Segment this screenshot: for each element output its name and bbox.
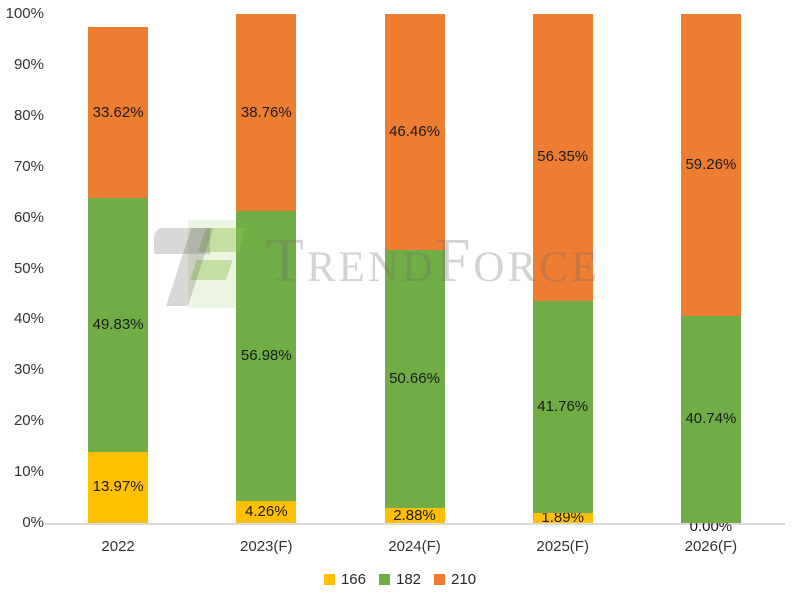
y-axis-label-100: 100%	[5, 5, 44, 22]
data-label-182-2023f: 56.98%	[240, 347, 292, 365]
legend-item-210: 210	[434, 572, 476, 587]
bar-segment-210-2023f	[236, 14, 297, 212]
y-axis-label-70: 70%	[13, 157, 44, 175]
bar-segment-182-2026f	[680, 315, 741, 523]
y-axis-label-80: 80%	[13, 106, 44, 124]
y-axis-label-0: 0%	[22, 514, 44, 531]
x-axis-label-2024f: 2024(F)	[388, 538, 441, 555]
legend-item-166: 166	[323, 570, 366, 588]
data-label-166-2025f: 1.89%	[541, 509, 584, 527]
bar-segment-210-2022	[88, 27, 149, 199]
data-label-182-2026f: 40.74%	[685, 410, 737, 428]
bar-segment-182-2022	[88, 198, 149, 452]
y-axis-label-90: 90%	[13, 55, 44, 73]
x-axis-line	[45, 523, 785, 525]
legend-label-182: 182	[395, 570, 422, 588]
x-axis-label-2026f: 2026(F)	[684, 538, 738, 555]
bar-segment-166-2024f	[384, 508, 445, 523]
bar-segment-166-2023f	[236, 501, 297, 523]
legend-item-182: 182	[378, 570, 422, 588]
data-label-210-2023f: 38.76%	[240, 103, 292, 121]
data-label-210-2025f: 56.35%	[537, 148, 589, 166]
y-axis-label-20: 20%	[13, 412, 44, 430]
bar-segment-210-2026f	[680, 14, 741, 316]
legend-label-166: 166	[340, 570, 366, 588]
legend-label-210: 210	[451, 570, 477, 588]
x-axis-label-2025f: 2025(F)	[536, 538, 589, 555]
legend-marker-210	[434, 573, 446, 585]
data-label-182-2024f: 50.66%	[389, 370, 440, 388]
data-label-182-2022: 49.83%	[92, 316, 144, 334]
legend-marker-166	[323, 573, 335, 585]
bar-segment-166-2025f	[532, 513, 593, 523]
data-label-166-2023f: 4.26%	[245, 503, 288, 521]
trendforce-logo-icon	[152, 215, 246, 310]
data-label-210-2022: 33.62%	[92, 103, 144, 121]
bar-segment-182-2024f	[384, 250, 445, 509]
data-label-166-2024f: 2.88%	[393, 506, 436, 524]
legend: 166 182 210	[0, 567, 800, 591]
legend-marker-182	[378, 573, 390, 585]
y-axis-label-40: 40%	[13, 310, 44, 328]
data-label-210-2024f: 46.46%	[389, 123, 440, 141]
x-axis-label-2022: 2022	[101, 538, 135, 555]
x-axis-label-2023f: 2023(F)	[240, 538, 293, 555]
y-axis-label-50: 50%	[13, 259, 44, 277]
bar-segment-166-2022	[88, 451, 149, 523]
data-label-210-2026f: 59.26%	[685, 155, 737, 173]
bar-segment-210-2024f	[384, 14, 445, 251]
y-axis-label-30: 30%	[13, 361, 44, 379]
logo-gray-bar	[154, 228, 210, 254]
data-label-166-2022: 13.97%	[92, 478, 144, 496]
logo-green-arm	[190, 260, 233, 280]
logo-gray-stem	[166, 228, 214, 306]
bar-segment-182-2023f	[236, 211, 297, 502]
bar-segment-210-2025f	[532, 14, 593, 301]
bar-segment-182-2025f	[532, 300, 593, 514]
logo-green-square	[188, 220, 240, 308]
y-axis-label-10: 10%	[13, 463, 44, 481]
y-axis-label-60: 60%	[13, 208, 44, 226]
data-label-182-2025f: 41.76%	[537, 398, 589, 416]
